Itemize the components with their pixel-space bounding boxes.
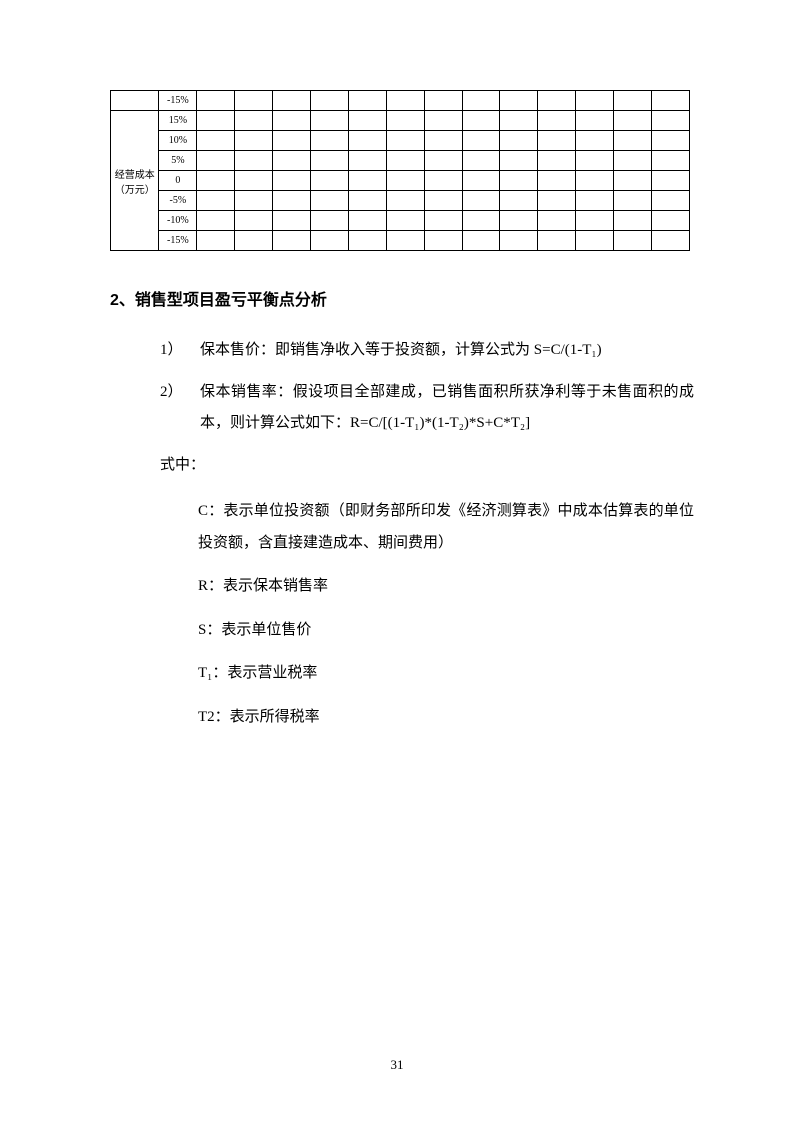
pct-cell: 5% (159, 151, 197, 171)
var-def-t1: T₁：表示营业税率 (198, 658, 694, 690)
pct-cell: -15% (159, 231, 197, 251)
pct-cell-top: -15% (159, 91, 197, 111)
var-def-s: S：表示单位售价 (198, 615, 694, 647)
var-def-r: R：表示保本销售率 (198, 571, 694, 603)
var-def-c: C：表示单位投资额（即财务部所印发《经济测算表》中成本估算表的单位投资额，含直接… (198, 496, 694, 559)
body-content: 1） 保本售价：即销售净收入等于投资额，计算公式为 S=C/(1-T₁) 2） … (160, 335, 694, 733)
pct-cell: 10% (159, 131, 197, 151)
item-content: 保本销售率：假设项目全部建成，已销售面积所获净利等于未售面积的成本，则计算公式如… (200, 377, 694, 440)
pct-cell: 15% (159, 111, 197, 131)
section-heading: 2、销售型项目盈亏平衡点分析 (110, 286, 734, 310)
table: -15% 经营成本（万元） 15% 10% 5% 0 -5% -10% (110, 90, 690, 251)
page-number: 31 (0, 1057, 794, 1073)
item2-text: 保本销售率：假设项目全部建成，已销售面积所获净利等于未售面积的成本，则计算公式如… (200, 384, 694, 432)
where-label: 式中： (160, 450, 694, 482)
item1-formula: S=C/(1-T₁) (534, 342, 602, 358)
item-number: 1） (160, 335, 200, 367)
pct-cell: -5% (159, 191, 197, 211)
row-group-label: 经营成本（万元） (111, 111, 159, 251)
item-2: 2） 保本销售率：假设项目全部建成，已销售面积所获净利等于未售面积的成本，则计算… (160, 377, 694, 440)
item-number: 2） (160, 377, 200, 440)
var-def-t2: T2：表示所得税率 (198, 702, 694, 734)
pct-cell: 0 (159, 171, 197, 191)
sensitivity-table: -15% 经营成本（万元） 15% 10% 5% 0 -5% -10% (110, 90, 690, 251)
pct-cell: -10% (159, 211, 197, 231)
item-1: 1） 保本售价：即销售净收入等于投资额，计算公式为 S=C/(1-T₁) (160, 335, 694, 367)
item-content: 保本售价：即销售净收入等于投资额，计算公式为 S=C/(1-T₁) (200, 335, 694, 367)
item1-text-a: 保本售价：即销售净收入等于投资额，计算公式为 (200, 342, 530, 358)
empty-label-cell (111, 91, 159, 111)
